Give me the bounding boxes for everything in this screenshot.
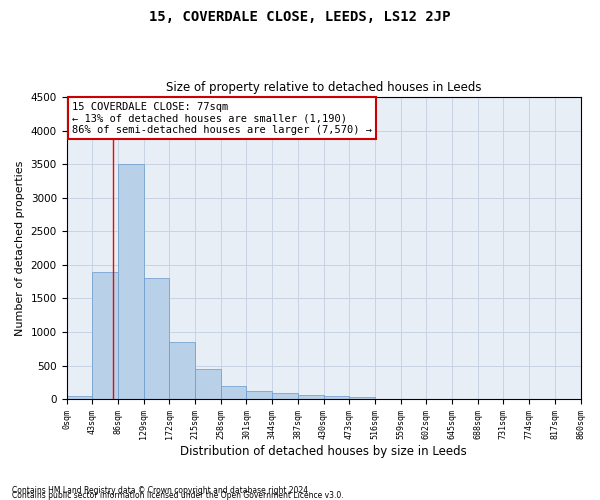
Bar [92,272,118,399]
Bar [375,398,401,399]
Bar [143,278,169,399]
Bar [349,397,375,399]
X-axis label: Distribution of detached houses by size in Leeds: Distribution of detached houses by size … [180,444,467,458]
Text: Contains public sector information licensed under the Open Government Licence v3: Contains public sector information licen… [12,491,344,500]
Bar [272,393,298,399]
Text: 15, COVERDALE CLOSE, LEEDS, LS12 2JP: 15, COVERDALE CLOSE, LEEDS, LS12 2JP [149,10,451,24]
Text: 15 COVERDALE CLOSE: 77sqm
← 13% of detached houses are smaller (1,190)
86% of se: 15 COVERDALE CLOSE: 77sqm ← 13% of detac… [71,102,371,135]
Bar [67,396,92,399]
Bar [247,391,272,399]
Bar [118,164,143,399]
Y-axis label: Number of detached properties: Number of detached properties [15,160,25,336]
Bar [195,369,221,399]
Bar [169,342,195,399]
Bar [221,386,247,399]
Text: Contains HM Land Registry data © Crown copyright and database right 2024.: Contains HM Land Registry data © Crown c… [12,486,311,495]
Bar [298,394,323,399]
Title: Size of property relative to detached houses in Leeds: Size of property relative to detached ho… [166,82,481,94]
Bar [323,396,349,399]
